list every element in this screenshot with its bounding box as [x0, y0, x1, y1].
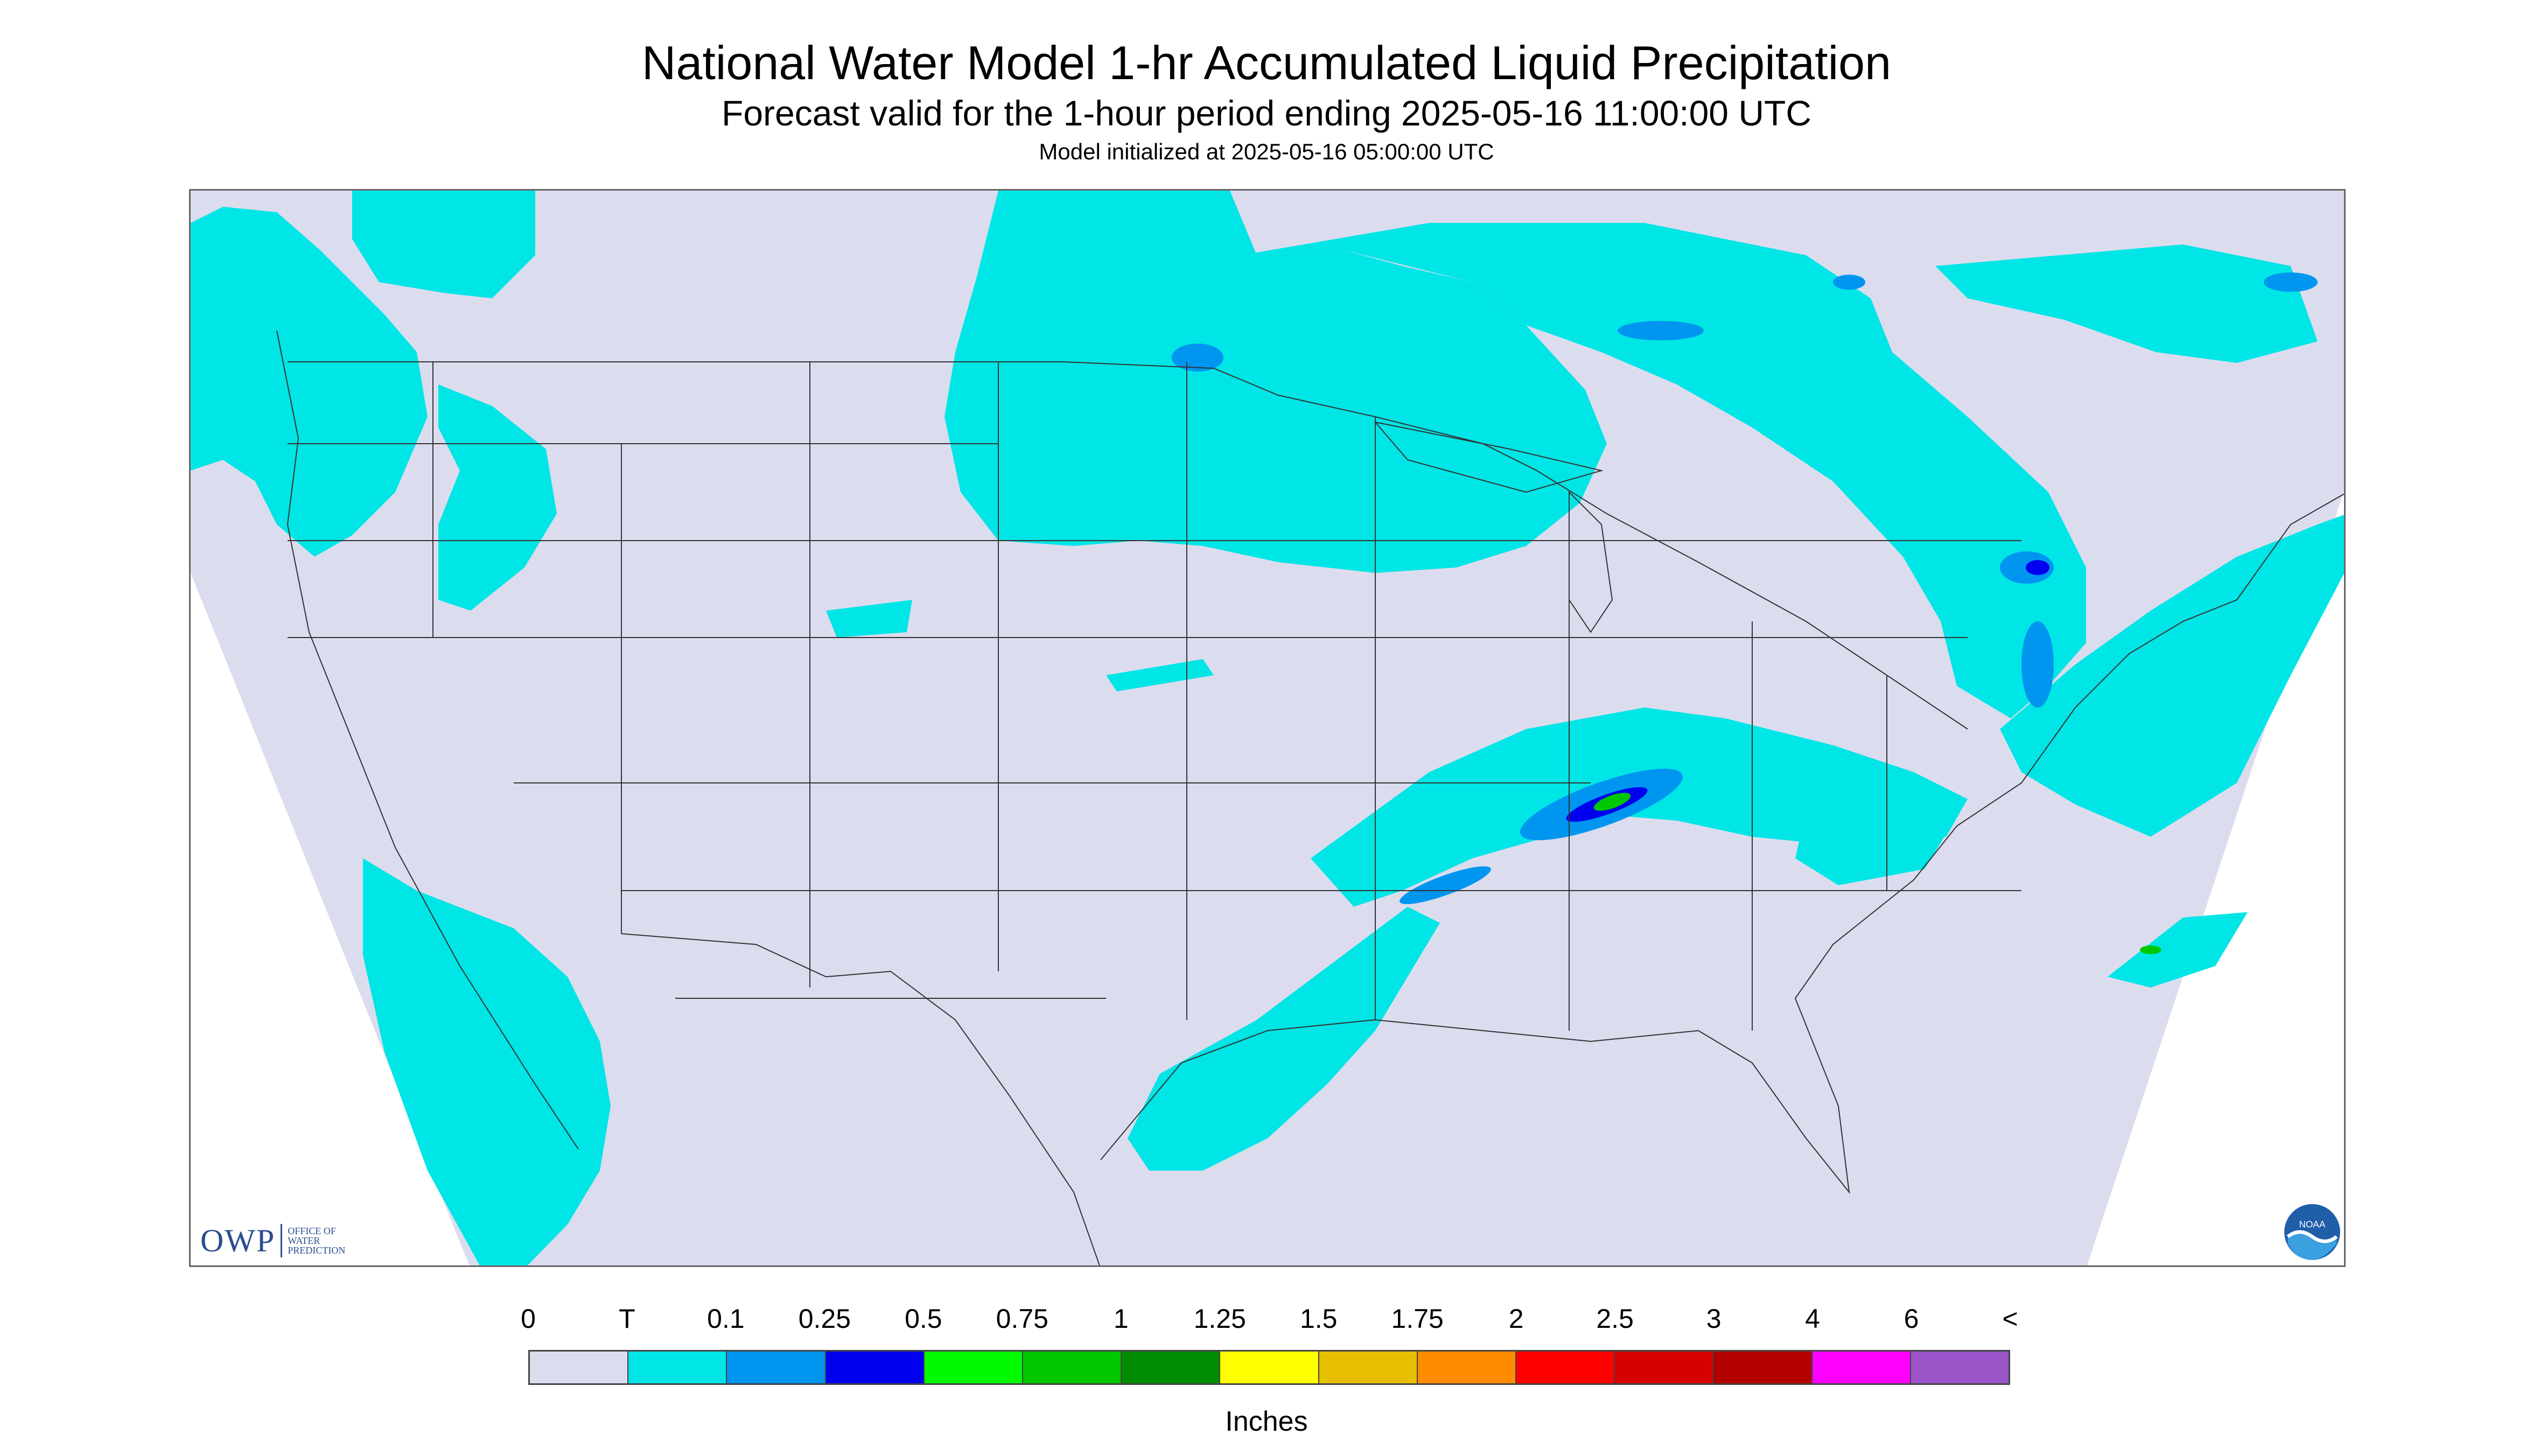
precip-bc: [352, 191, 535, 298]
owp-logo-mark: OWP: [200, 1222, 276, 1258]
west-coast: [276, 330, 579, 1150]
east-coast: [1956, 493, 2344, 827]
legend-tick-label: 0: [521, 1304, 536, 1334]
legend-swatch: [1220, 1352, 1319, 1383]
legend-tick-label: 1.25: [1193, 1304, 1246, 1334]
legend-swatch: [1417, 1352, 1517, 1383]
precip-wyoming-patch: [826, 600, 912, 638]
owp-logo-text: OFFICE OF WATER PREDICTION: [288, 1226, 346, 1256]
legend-swatch: [727, 1352, 826, 1383]
precip-pacific-northwest: [191, 207, 428, 557]
legend-tick-label: T: [619, 1304, 635, 1334]
precip-great-lakes-band: [1149, 223, 2086, 718]
precip-gulf-coast-band: [1128, 907, 1440, 1171]
precip-carolinas: [1795, 799, 1968, 885]
owp-logo-divider: [281, 1224, 283, 1257]
legend-color-bar: [528, 1350, 2010, 1385]
legend-tick-label: <: [2002, 1304, 2018, 1334]
legend-tick-label: 0.1: [707, 1304, 745, 1334]
legend-tick-label: 6: [1904, 1304, 1919, 1334]
legend-tick-label: 4: [1805, 1304, 1820, 1334]
precipitation-map: OWP OFFICE OF WATER PREDICTION NOAA: [189, 189, 2346, 1267]
precip-offshore-california: [363, 858, 611, 1265]
precip-green-areas: [1593, 793, 2161, 954]
map-canvas: [191, 191, 2344, 1265]
legend-tick-label: 1.5: [1299, 1304, 1338, 1334]
legend-swatch: [1122, 1352, 1221, 1383]
model-init-text: Model initialized at 2025-05-16 05:00:00…: [1039, 139, 1494, 164]
state-lines-b: [432, 362, 1887, 1031]
legend-tick-label: 3: [1706, 1304, 1722, 1334]
legend-tick-label: 1.75: [1391, 1304, 1444, 1334]
legend-tick-label: 0.25: [798, 1304, 851, 1334]
legend-tick-label: 0.75: [996, 1304, 1048, 1334]
legend-swatch: [1516, 1352, 1615, 1383]
gulf-coast: [1100, 825, 1957, 1194]
noaa-logo: NOAA: [2284, 1204, 2340, 1260]
noaa-logo-text: NOAA: [2299, 1219, 2326, 1229]
owp-logo: OWP OFFICE OF WATER PREDICTION: [200, 1222, 345, 1259]
precip-idaho: [438, 384, 557, 611]
precip-canada-east: [1935, 244, 2318, 363]
legend-swatch: [1911, 1352, 2009, 1383]
legend-tick-label: 2: [1508, 1304, 1524, 1334]
forecast-valid-subtitle: Forecast valid for the 1-hour period end…: [722, 93, 1811, 133]
precip-northern-plains: [944, 191, 1607, 573]
legend-swatch: [628, 1352, 727, 1383]
legend-ticks: 0 T 0.1 0.25 0.5 0.75 1 1.25 1.5 1.75 2 2.5 3 4 6 <: [0, 1303, 2533, 1341]
legend-tick-label: 0.5: [905, 1304, 942, 1334]
legend-swatch: [924, 1352, 1024, 1383]
legend-swatch: [1812, 1352, 1911, 1383]
map-title: National Water Model 1-hr Accumulated Li…: [641, 36, 1892, 89]
legend-tick-label: 2.5: [1596, 1304, 1634, 1334]
us-canada-border: [288, 361, 1968, 730]
precip-offshore-atlantic: [2108, 912, 2248, 988]
political-boundaries: [276, 330, 2344, 1265]
legend-swatch: [1319, 1352, 1418, 1383]
us-mexico-border: [621, 933, 1100, 1265]
legend-swatch: [1713, 1352, 1813, 1383]
legend-swatch: [530, 1352, 629, 1383]
lake-michigan: [1569, 491, 1613, 633]
precip-northeast-atlantic: [2000, 515, 2344, 837]
legend-swatch: [825, 1352, 925, 1383]
legend-swatch: [1023, 1352, 1122, 1383]
legend-swatch: [1615, 1352, 1714, 1383]
legend-tick-label: 1: [1113, 1304, 1129, 1334]
lake-superior: [1374, 421, 1604, 493]
legend-units-label: Inches: [1225, 1406, 1308, 1437]
state-lines-a: [288, 443, 2021, 999]
